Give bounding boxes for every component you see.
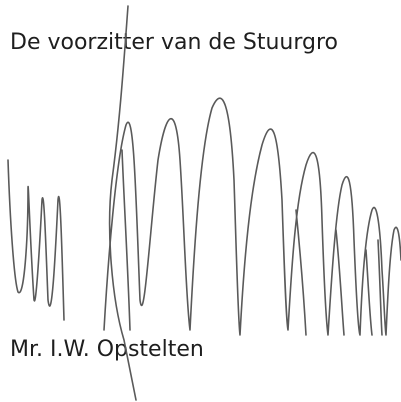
signature-left-loops [7, 159, 65, 321]
signature-arcs [103, 97, 401, 336]
signature-inner-strokes [121, 149, 383, 336]
heading-text: De voorzitter van de Stuurgro [10, 30, 338, 55]
signature-vertical-stroke [108, 5, 137, 401]
name-text: Mr. I.W. Opstelten [10, 337, 204, 362]
